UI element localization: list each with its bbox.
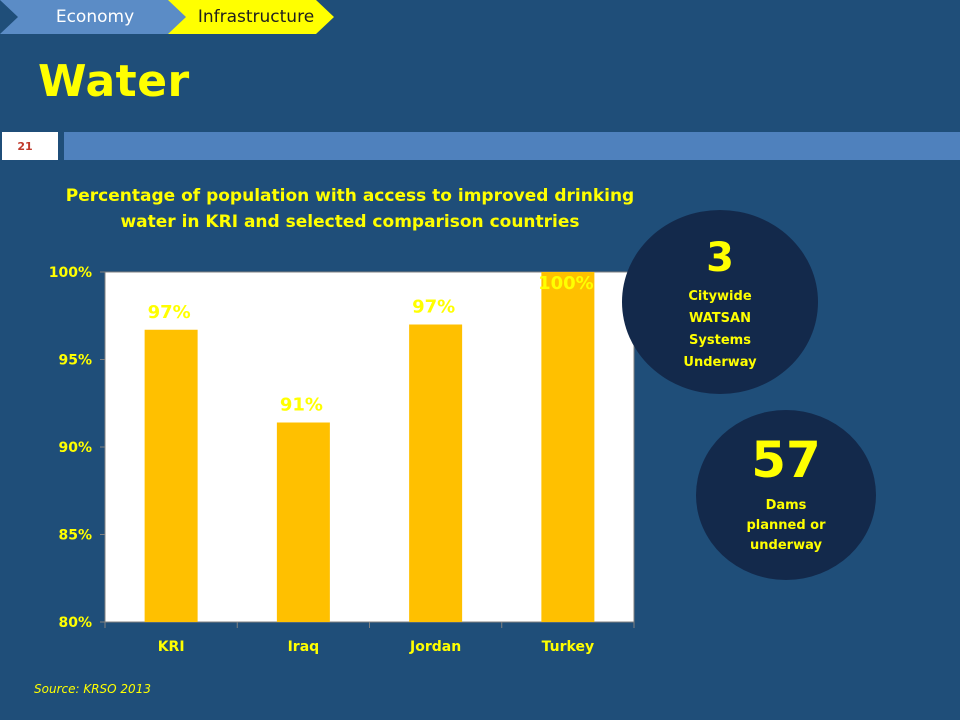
breadcrumb-label: Infrastructure xyxy=(197,7,315,27)
bar xyxy=(144,329,198,622)
source-note: Source: KRSO 2013 xyxy=(34,682,151,696)
bar xyxy=(276,422,330,622)
breadcrumb-label: Economy xyxy=(55,7,135,27)
callout-caption: Dams planned or underway xyxy=(746,498,826,553)
callout-dams: 57 Dams planned or underway xyxy=(696,410,876,580)
y-tick-label: 95% xyxy=(58,353,92,369)
data-label: 91% xyxy=(280,395,323,416)
y-tick-label: 80% xyxy=(58,615,92,631)
data-label: 100% xyxy=(538,273,594,294)
x-tick-label: Iraq xyxy=(288,639,320,655)
callout-caption: Citywide WATSAN Systems Underway xyxy=(683,289,757,370)
page-title: Water xyxy=(38,56,190,107)
bar-chart: 80% 85% 90% 95% 100% KRI 97% Iraq 91% Jordan 97% Tu… xyxy=(0,250,640,670)
x-tick-label: KRI xyxy=(158,639,185,655)
breadcrumb-item-infrastructure[interactable]: Infrastructure xyxy=(168,0,334,34)
callout-value: 57 xyxy=(751,431,821,489)
y-tick-label: 85% xyxy=(58,528,92,544)
callout-value: 3 xyxy=(706,235,734,281)
page-number-box xyxy=(2,132,58,160)
x-tick-label: Jordan xyxy=(409,639,461,655)
y-tick-label: 100% xyxy=(49,265,92,281)
callout-watsan: 3 Citywide WATSAN Systems Underway xyxy=(622,210,818,394)
chart-canvas: 80% 85% 90% 95% 100% KRI 97% Iraq 91% Jordan 97% Tu… xyxy=(49,265,635,655)
bar xyxy=(409,324,463,622)
breadcrumb-item-economy[interactable]: Economy xyxy=(0,0,190,34)
breadcrumb: Economy Infrastructure xyxy=(0,0,340,34)
data-label: 97% xyxy=(148,302,191,323)
y-tick-label: 90% xyxy=(58,440,92,456)
header-rule xyxy=(64,132,960,160)
chart-title: Percentage of population with access to … xyxy=(65,186,635,232)
data-label: 97% xyxy=(412,297,455,318)
x-tick-label: Turkey xyxy=(542,639,594,655)
page-number: 21 xyxy=(17,139,33,153)
bar xyxy=(541,272,595,622)
